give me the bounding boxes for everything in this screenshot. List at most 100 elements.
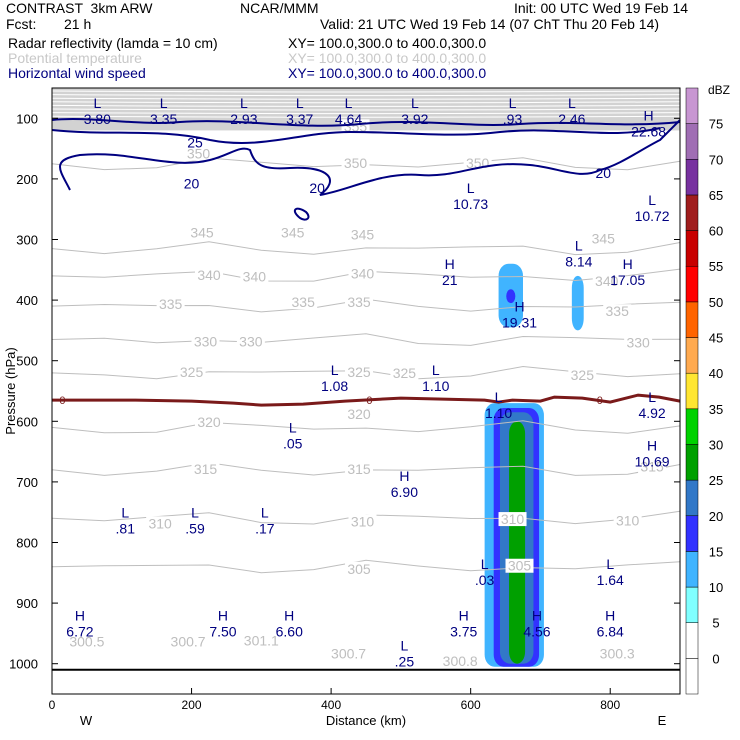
upper-theta-line [51, 94, 681, 97]
hl-value-31: 4.56 [523, 623, 550, 639]
hl-value-8: 22.68 [631, 123, 666, 139]
freezing-label-0: 0 [59, 395, 65, 407]
theta-label-17: 330 [239, 334, 263, 350]
hl-value-25: .03 [475, 572, 495, 588]
wind-contour-label-3: 20 [595, 165, 611, 181]
theta-label-30: 310 [501, 511, 525, 527]
y-tick-label-9: 1000 [9, 657, 38, 672]
field-3-name: Horizontal wind speed [8, 65, 146, 81]
hl-value-7: 2.46 [558, 111, 585, 127]
theta-label-bg [603, 304, 632, 319]
theta-label-bg [592, 273, 621, 288]
wind-contour-line-3 [293, 207, 310, 221]
valid-time: Valid: 21 UTC Wed 19 Feb 14 (07 ChT Thu … [320, 16, 660, 32]
theta-label-bg [345, 407, 374, 422]
theta-label-14: 335 [347, 294, 371, 310]
theta-label-39: 300.3 [600, 646, 635, 662]
hl-type-12: H [445, 256, 455, 272]
reflectivity-cell-3 [509, 421, 526, 664]
colorbar-swatch-2 [685, 586, 699, 623]
colorbar-label-13: 65 [709, 188, 723, 203]
theta-label-24: 320 [347, 406, 371, 422]
hl-type-22: L [121, 504, 129, 520]
theta-label-32: 305 [347, 561, 371, 577]
y-axis-label: Pressure (hPa) [3, 347, 18, 434]
hl-value-14: 19.31 [502, 314, 537, 330]
theta-label-20: 325 [347, 364, 371, 380]
theta-label-15: 335 [606, 303, 630, 319]
theta-label-bg [341, 155, 370, 170]
colorbar-swatch-8 [685, 372, 699, 410]
colorbar-swatch-12 [685, 230, 699, 267]
colorbar-swatch-7 [685, 408, 699, 445]
colorbar-swatch-9 [685, 337, 699, 374]
colorbar-swatch-13 [685, 194, 699, 231]
theta-label-bg [348, 514, 377, 529]
field-1-xy: XY= 100.0,300.0 to 400.0,300.0 [288, 35, 487, 51]
x-axis-label: Distance (km) [326, 713, 406, 728]
field-2-xy: XY= 100.0,300.0 to 400.0,300.0 [288, 50, 487, 66]
theta-label-bg [177, 364, 206, 379]
y-tick-label-3: 400 [16, 293, 38, 308]
y-tick-label-8: 900 [16, 596, 38, 611]
forecast-label: Fcst: [6, 16, 37, 32]
theta-label-5: 345 [281, 224, 305, 240]
theta-label-bg [446, 653, 475, 668]
theta-label-8: 340 [197, 267, 221, 283]
theta-label-bg [624, 335, 653, 350]
y-tick-label-2: 300 [16, 233, 38, 248]
theta-label-36: 301.1 [244, 632, 279, 648]
hl-value-21: 6.90 [391, 484, 418, 500]
hl-value-32: 6.84 [597, 623, 624, 639]
hl-type-26: L [606, 556, 614, 572]
x-tick-label-0: 0 [49, 698, 56, 712]
theta-label-12: 335 [159, 296, 183, 312]
hl-type-29: H [284, 607, 294, 623]
theta-label-bg [603, 646, 632, 661]
colorbar-unit: dBZ [708, 83, 730, 97]
hl-value-19: .05 [283, 435, 303, 451]
theta-label-bg [188, 225, 217, 240]
theta-label-11: 340 [595, 273, 619, 289]
colorbar-swatch-14 [685, 159, 699, 196]
hl-value-6: .93 [503, 111, 523, 127]
theta-label-bg [72, 634, 101, 649]
theta-label-bg [195, 267, 223, 282]
theta-label-16: 330 [194, 334, 218, 350]
colorbar-swatch-11 [685, 265, 699, 303]
x-tick-label-3: 600 [461, 698, 481, 712]
reflectivity-cell-5 [506, 289, 516, 304]
theta-label-18: 330 [626, 335, 650, 351]
hl-type-24: L [261, 504, 269, 520]
reflectivity-layer [484, 263, 584, 667]
hl-type-2: L [240, 95, 248, 111]
wind-contour-line-0 [51, 118, 681, 127]
freezing-label-1: 0 [366, 395, 372, 407]
theta-label-33: 305 [508, 558, 532, 574]
colorbar-label-4: 20 [709, 509, 723, 524]
west-label: W [80, 713, 93, 728]
hl-value-5: 3.92 [401, 111, 428, 127]
y-tick-label-6: 700 [16, 475, 38, 490]
hl-value-33: .25 [395, 654, 415, 670]
colorbar-label-9: 45 [709, 331, 723, 346]
theta-label-7: 345 [592, 231, 616, 247]
theta-label-bg [505, 558, 534, 573]
hl-value-13: 17.05 [610, 272, 645, 288]
upper-theta-line [51, 97, 681, 100]
theta-label-bg [247, 633, 276, 648]
colorbar-label-0: 0 [712, 651, 719, 666]
colorbar-label-12: 60 [709, 224, 723, 239]
wind-contour-line-2 [59, 119, 681, 196]
upper-theta-line [51, 112, 681, 115]
colorbar-label-5: 25 [709, 473, 723, 488]
hl-value-4: 4.64 [335, 111, 362, 127]
hl-value-20: 10.69 [635, 454, 670, 470]
colorbar-swatch-1 [685, 622, 699, 659]
theta-label-bg [345, 461, 374, 476]
theta-label-9: 340 [243, 269, 267, 285]
theta-label-34: 300.5 [69, 633, 104, 649]
hl-value-10: 10.72 [635, 208, 670, 224]
